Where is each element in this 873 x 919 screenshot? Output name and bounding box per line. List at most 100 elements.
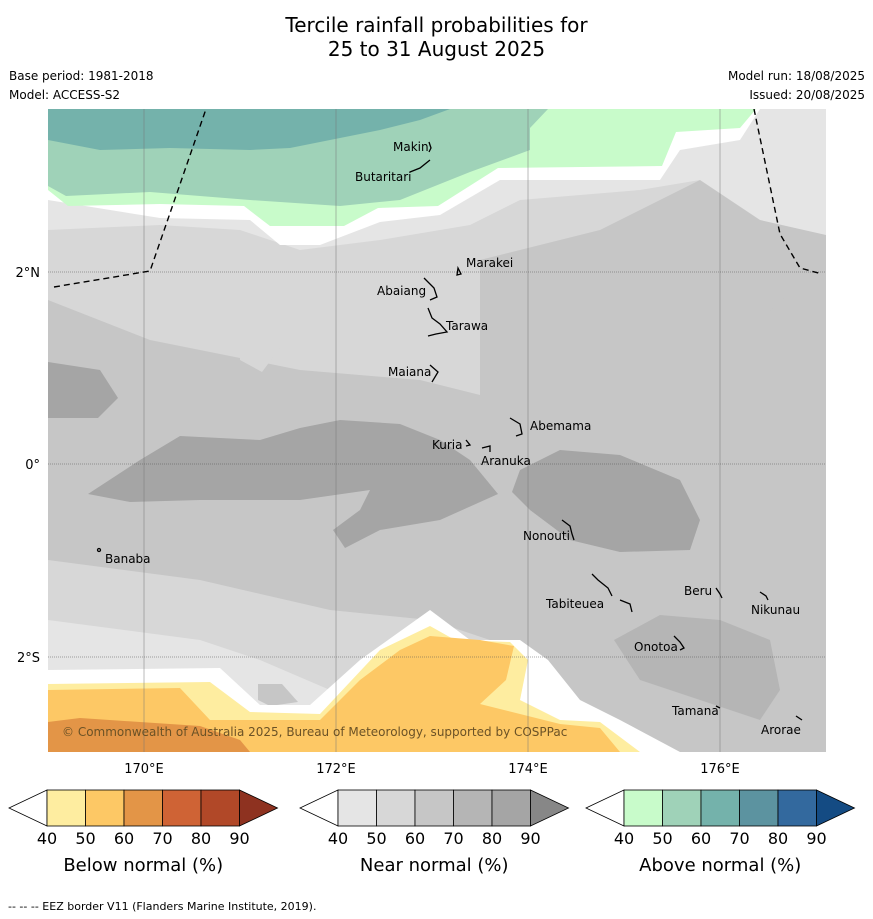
colorbar-above-tick: 80 (768, 829, 788, 848)
colorbar-above-bin-2 (662, 789, 702, 827)
island-tamana (715, 705, 721, 709)
field-near-70-southeast (614, 615, 780, 720)
colorbar-near-title: Near normal (%) (360, 855, 509, 876)
colorbar-near-bin-3 (414, 789, 454, 827)
island-tabiteuea (591, 573, 633, 613)
map-title-line2: 25 to 31 August 2025 (327, 37, 546, 61)
island-onotoa (673, 635, 685, 651)
label-abaiang: Abaiang (377, 284, 426, 298)
field-near-70-east (512, 450, 700, 552)
label-abemama: Abemama (530, 419, 591, 433)
label-onotoa: Onotoa (634, 640, 678, 654)
colorbar-above-tick: 40 (614, 829, 634, 848)
colorbar-near-low-extend (299, 789, 339, 827)
colorbar-above-low-extend (585, 789, 625, 827)
island-makin (428, 141, 432, 153)
label-beru: Beru (684, 584, 712, 598)
colorbar-near-tick: 50 (366, 829, 386, 848)
meta-left: Base period: 1981-2018 Model: ACCESS-S2 (9, 68, 154, 103)
label-tamana: Tamana (671, 704, 719, 718)
eez-footer-note: -- -- -- EEZ border V11 (Flanders Marine… (8, 900, 317, 913)
label-butaritari: Butaritari (355, 170, 412, 184)
map-title-line1: Tercile rainfall probabilities for (285, 13, 588, 37)
island-banaba (96, 547, 102, 553)
lat-label-2n: 2°N (16, 266, 41, 281)
colorbar-below-bin-2 (85, 789, 125, 827)
lon-label-176: 176°E (700, 762, 740, 777)
island-butaritari (409, 159, 431, 173)
island-outlines (96, 141, 803, 721)
colorbar-below-tick: 90 (229, 829, 249, 848)
map-title: Tercile rainfall probabilities for 25 to… (0, 13, 873, 61)
copyright-notice: © Commonwealth of Australia 2025, Bureau… (62, 725, 567, 739)
label-makin: Makin (393, 140, 429, 154)
colorbar-near-tick: 70 (443, 829, 463, 848)
field-above-60 (48, 109, 450, 150)
island-abaiang (423, 277, 438, 301)
label-nikunau: Nikunau (751, 603, 800, 617)
island-nonouti (561, 519, 575, 541)
colorbar-below-low-extend (8, 789, 48, 827)
island-marakei (456, 265, 462, 276)
field-below-60 (48, 718, 250, 752)
colorbar-below-tick: 50 (75, 829, 95, 848)
colorbar-above-tick: 90 (806, 829, 826, 848)
colorbar-below-tick: 60 (114, 829, 134, 848)
colorbar-above-tick: 50 (652, 829, 672, 848)
colorbar-below-tick: 70 (152, 829, 172, 848)
colorbar-above-bin-1 (623, 789, 663, 827)
label-kuria: Kuria (432, 438, 463, 452)
colorbar-near-bin-4 (453, 789, 493, 827)
colorbars: 40 50 60 70 80 90 Below normal (%) 40 50 60 70 80 90… (8, 789, 856, 876)
lat-axis: 2°N 0° 2°S (16, 266, 41, 666)
island-beru (715, 587, 723, 599)
meta-right: Model run: 18/08/2025 Issued: 20/08/2025 (728, 68, 865, 103)
colorbar-near-high-extend (530, 789, 570, 827)
lat-label-2s: 2°S (17, 651, 40, 666)
label-banaba: Banaba (105, 552, 151, 566)
island-abemama (509, 417, 523, 437)
colorbar-below-title: Below normal (%) (63, 855, 223, 876)
island-maiana (429, 364, 439, 383)
island-aranuka (481, 445, 491, 452)
field-near-60-small (258, 684, 298, 706)
island-kuria (465, 439, 472, 447)
colorbar-near-bin-2 (376, 789, 416, 827)
field-near-70-center (88, 420, 498, 548)
lon-label-174: 174°E (508, 762, 548, 777)
colorbar-below-bin-4 (162, 789, 202, 827)
colorbar-near-bin-1 (337, 789, 377, 827)
colorbar-near-bin-5 (491, 789, 531, 827)
label-marakei: Marakei (466, 256, 513, 270)
colorbar-below-bin-5 (200, 789, 240, 827)
lat-label-0: 0° (25, 458, 40, 473)
island-tarawa (427, 307, 449, 337)
field-near-50-patch (240, 330, 282, 372)
colorbar-near-tick: 40 (328, 829, 348, 848)
issued-date: Issued: 20/08/2025 (749, 88, 865, 102)
colorbar-above-bin-5 (777, 789, 817, 827)
eez-border (53, 109, 823, 288)
label-tabiteuea: Tabiteuea (545, 597, 604, 611)
colorbar-below-tick: 40 (37, 829, 57, 848)
grid-lines (143, 109, 721, 752)
colorbar-below-bin-1 (46, 789, 86, 827)
colorbar-above-bin-4 (739, 789, 779, 827)
colorbar-near: 40 50 60 70 80 90 Near normal (%) (299, 789, 570, 876)
label-tarawa: Tarawa (445, 319, 488, 333)
lat-grid-lines (48, 271, 826, 658)
colorbar-below: 40 50 60 70 80 90 Below normal (%) (8, 789, 279, 876)
label-nonouti: Nonouti (523, 529, 570, 543)
model-run: Model run: 18/08/2025 (727, 69, 865, 83)
label-aranuka: Aranuka (481, 454, 531, 468)
lon-axis: 170°E 172°E 174°E 176°E (124, 762, 740, 777)
model-name: Model: ACCESS-S2 (9, 88, 121, 102)
probability-field: Makin Butaritari Marakei Abaiang Tarawa … (48, 109, 826, 752)
colorbar-above-title: Above normal (%) (639, 855, 801, 876)
field-below-50 (48, 636, 620, 752)
colorbar-below-bin-3 (123, 789, 163, 827)
field-near-70-west (48, 362, 118, 418)
label-maiana: Maiana (388, 365, 431, 379)
colorbar-below-tick: 80 (191, 829, 211, 848)
